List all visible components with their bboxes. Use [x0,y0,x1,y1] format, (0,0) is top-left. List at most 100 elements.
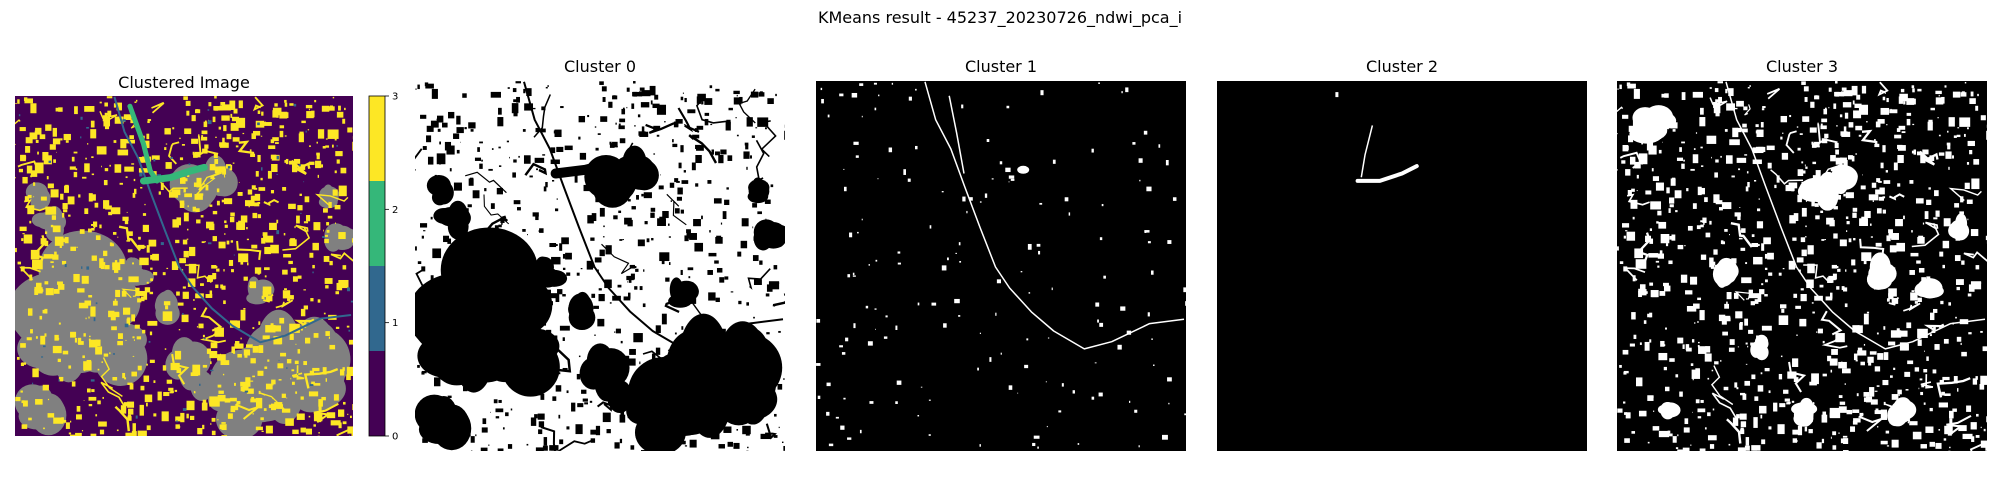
speckle [774,413,777,417]
speckle [1830,292,1833,299]
speckle [1953,135,1957,138]
speckle [82,355,85,359]
speckle [223,198,233,205]
cluster-2-lake [1355,164,1419,183]
speckle [843,186,847,192]
speckle [179,157,184,161]
speckle [632,91,642,97]
speckle [636,195,639,200]
speckle [186,238,189,240]
linear-feature [679,406,706,433]
speckle [614,442,620,449]
speckle [210,342,218,349]
linear-feature [195,172,220,196]
speckle [535,447,544,451]
speckle [284,135,287,137]
speckle [336,159,340,164]
speckle [325,145,330,148]
speckle [502,427,505,430]
speckle [1052,159,1056,164]
speckle [78,194,81,198]
speckle [895,401,898,404]
speckle [258,345,264,353]
speckle [182,291,189,299]
speckle [144,287,151,293]
speckle [704,118,709,126]
speckle [220,101,226,106]
speckle [415,246,417,251]
linear-feature [303,367,339,389]
speckle [324,278,333,284]
speckle [852,272,855,276]
speckle [76,246,78,248]
speckle [138,236,141,240]
speckle [328,201,330,204]
speckle [1832,273,1837,280]
speckle [670,200,672,202]
speckle [1929,155,1935,161]
speckle [1787,371,1797,379]
speckle [594,257,602,263]
speckle [142,329,146,334]
speckle [467,358,473,362]
speckle [1835,91,1839,97]
speckle [677,187,683,195]
speckle [98,421,107,427]
speckle [1985,235,1987,241]
speckle [498,146,501,149]
speckle [189,415,195,420]
speckle [551,446,556,451]
speckle [455,253,463,259]
speckle [1710,264,1715,269]
speckle [494,225,499,230]
speckle [238,253,249,263]
speckle [196,177,202,188]
speckle [1638,153,1648,165]
speckle [86,388,91,393]
speckle [1652,176,1660,181]
speckle [1920,154,1926,164]
speckle [875,328,876,330]
speckle [342,265,347,270]
speckle [1167,377,1172,382]
speckle [342,421,347,425]
speckle [1970,281,1982,290]
linear-feature [336,428,350,436]
speckle [15,247,17,253]
speckle [1639,342,1642,345]
speckle [112,300,118,306]
speckle [1807,263,1815,274]
speckle [421,235,424,239]
speckle [725,121,731,131]
speckle [1720,315,1731,322]
speckle [1711,156,1712,159]
speckle [132,423,136,432]
speckle [696,394,698,396]
speckle [73,171,78,178]
speckle [1699,117,1706,127]
speckle [653,153,656,155]
region-blob [1869,252,1891,282]
speckle [1655,260,1660,263]
speckle [18,114,21,117]
speckle [1885,430,1890,434]
speckle [455,210,460,216]
speckle [1638,291,1642,298]
speckle [1677,449,1684,451]
speckle [1827,277,1833,283]
speckle [214,96,217,99]
speckle [667,387,673,397]
speckle [1697,416,1702,419]
speckle [1656,221,1659,224]
speckle [218,126,222,130]
speckle [1964,182,1970,189]
speckle [326,412,336,419]
speckle [1796,257,1804,263]
speckle [1677,337,1684,344]
speckle [1670,178,1676,186]
linear-feature [118,225,141,252]
speckle [174,389,178,392]
speckle [1916,260,1921,264]
speckle [93,226,96,229]
speckle [417,364,420,368]
